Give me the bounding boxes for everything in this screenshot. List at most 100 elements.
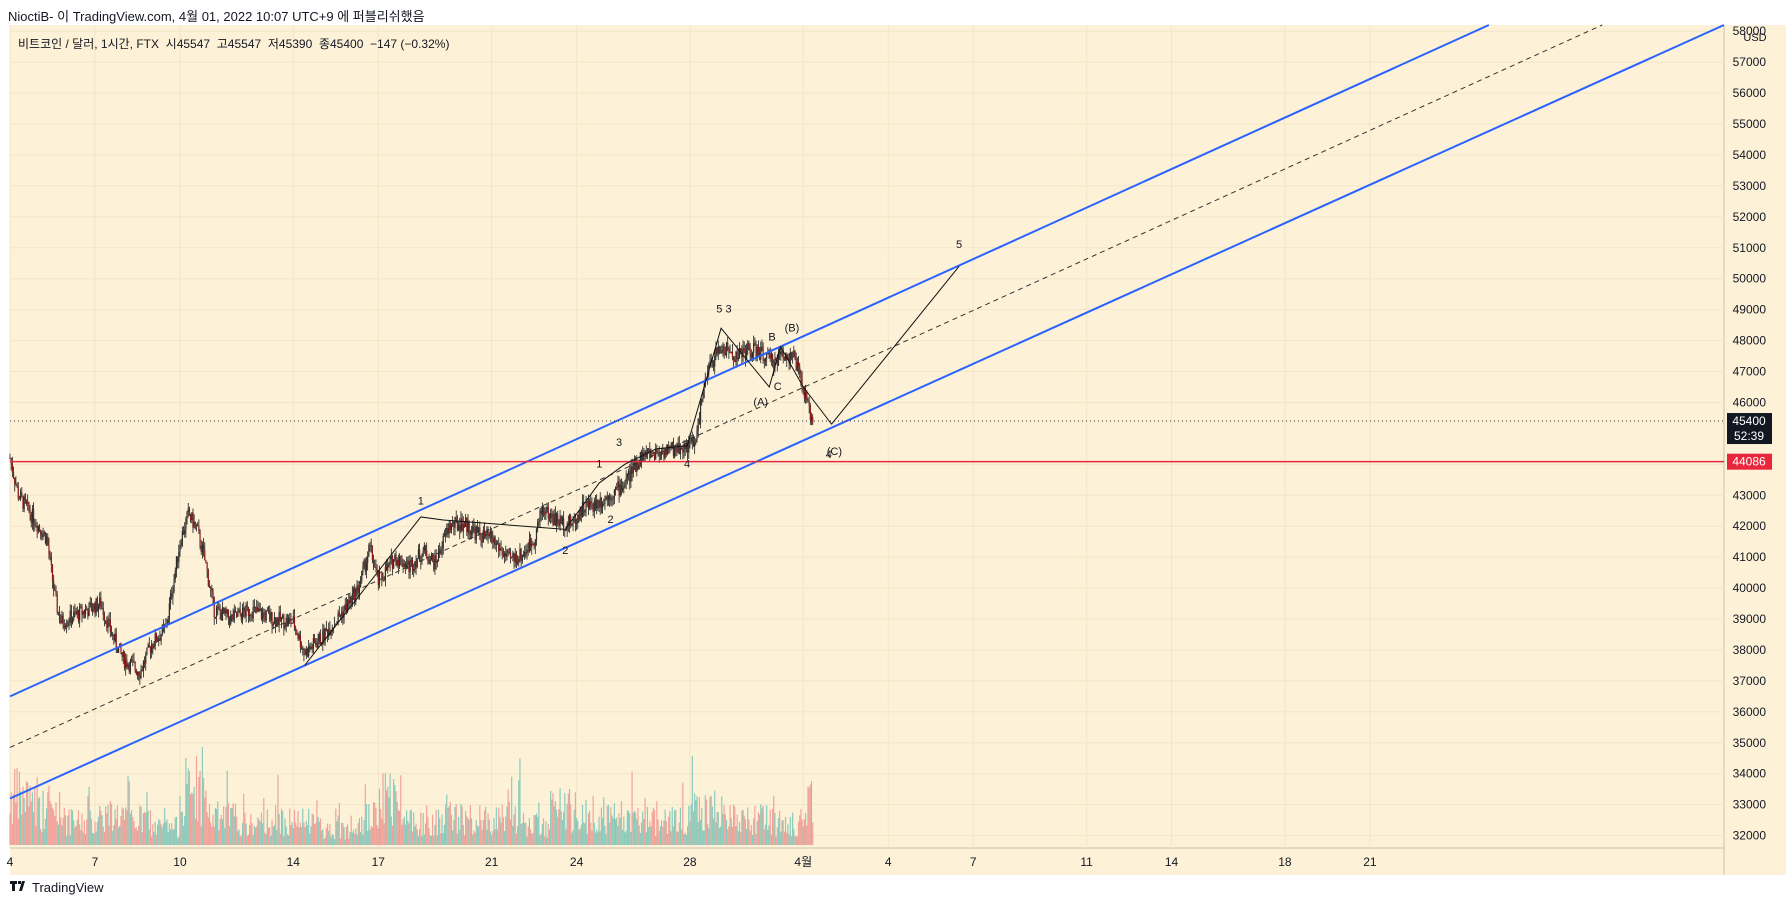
- candle-body: [233, 610, 235, 620]
- volume-bar: [476, 825, 479, 845]
- volume-bar: [704, 795, 706, 845]
- volume-bar: [326, 823, 329, 845]
- volume-bar: [361, 816, 363, 845]
- candle-body: [712, 361, 715, 367]
- volume-bar: [197, 820, 199, 845]
- volume-bar: [498, 807, 500, 845]
- candle-body: [187, 508, 189, 512]
- candle-body: [541, 506, 543, 515]
- candle-body: [318, 633, 320, 642]
- candle-body: [371, 546, 373, 560]
- candle-body: [764, 358, 767, 362]
- price-tick-label: 38000: [1733, 643, 1767, 657]
- candle-body: [642, 452, 644, 462]
- volume-bar: [472, 834, 474, 845]
- volume-bar: [211, 826, 213, 845]
- volume-bar: [603, 797, 605, 845]
- candle-body: [28, 501, 30, 511]
- volume-bar: [526, 836, 528, 845]
- volume-bar: [204, 797, 206, 845]
- candle-body: [750, 354, 752, 358]
- price-axis-background[interactable]: [1724, 25, 1786, 875]
- volume-bar: [642, 811, 644, 845]
- volume-bar: [188, 771, 191, 845]
- candle-body: [391, 556, 394, 569]
- volume-bar: [433, 835, 435, 845]
- volume-bar: [737, 831, 739, 845]
- candle-body: [283, 615, 285, 629]
- volume-bar: [741, 810, 743, 845]
- candle-body: [101, 608, 103, 609]
- volume-bar: [531, 833, 533, 845]
- candle-body: [260, 608, 263, 619]
- candle-body: [450, 523, 453, 531]
- plot-area[interactable]: [10, 25, 1724, 875]
- candle-body: [287, 617, 290, 625]
- wave-label: (B): [785, 322, 800, 334]
- candle-body: [491, 531, 493, 539]
- candle-body: [718, 346, 721, 353]
- volume-bar: [181, 811, 183, 845]
- volume-bar: [723, 805, 725, 845]
- candle-body: [76, 610, 78, 615]
- candle-body: [675, 447, 677, 451]
- legend-symbol[interactable]: 비트코인 / 달러, 1시간, FTX: [18, 37, 159, 51]
- volume-bar: [45, 808, 48, 845]
- volume-bar: [302, 808, 304, 845]
- candle-body: [223, 607, 225, 614]
- candle-body: [469, 533, 471, 535]
- volume-bar: [779, 811, 781, 845]
- volume-bar: [75, 825, 77, 845]
- volume-bar: [79, 824, 81, 845]
- volume-bar: [69, 834, 71, 845]
- publish-info: NioctiB- 이 TradingView.com, 4월 01, 2022 …: [8, 9, 425, 24]
- wave-label: 5: [956, 239, 962, 251]
- volume-bar: [73, 820, 75, 845]
- candle-body: [571, 524, 573, 526]
- time-axis[interactable]: 4 7 10 14 17 21 24 28 4월 4 7 11 14 18 21: [7, 855, 1377, 869]
- volume-bar: [689, 821, 691, 845]
- candle-body: [442, 535, 444, 549]
- legend-high: 고45547: [216, 37, 262, 51]
- volume-bar: [126, 810, 128, 845]
- candle-body: [737, 357, 739, 360]
- volume-bar: [198, 776, 200, 845]
- volume-bar: [790, 836, 793, 845]
- brand-name[interactable]: TradingView: [32, 880, 104, 895]
- candle-body: [313, 638, 316, 643]
- candle-body: [151, 644, 153, 653]
- volume-bar: [705, 799, 708, 845]
- candle-body: [364, 559, 366, 572]
- volume-bar: [707, 823, 709, 845]
- drawing-overlays: [9, 24, 1725, 800]
- volume-bar: [311, 813, 313, 845]
- volume-bar: [230, 807, 232, 845]
- volume-bar: [329, 824, 331, 845]
- volume-bar: [84, 834, 87, 845]
- volume-bar: [22, 786, 24, 845]
- volume-bar: [228, 826, 231, 845]
- volume-bar: [184, 816, 186, 845]
- price-axis[interactable]: USD 32000 33000 34000 35000 36000 37000 38000 39…: [1727, 24, 1772, 843]
- candle-body: [198, 526, 200, 531]
- volume-bar: [455, 804, 457, 845]
- candle-body: [148, 644, 150, 647]
- volume-bar: [428, 828, 430, 845]
- candle-body: [480, 534, 482, 541]
- volume-bar: [66, 836, 68, 845]
- volume-bar: [362, 834, 364, 845]
- tradingview-logo-icon[interactable]: [10, 880, 28, 895]
- candle-body: [728, 348, 730, 353]
- volume-bar: [103, 831, 106, 845]
- volume-bar: [516, 826, 519, 845]
- candle-body: [395, 555, 397, 566]
- volume-bar: [33, 812, 35, 845]
- volume-bar: [421, 836, 423, 845]
- candle-body: [681, 447, 683, 450]
- volume-bar: [245, 823, 247, 845]
- volume-bar: [601, 817, 604, 845]
- candle-body: [771, 354, 774, 361]
- volume-bar: [469, 805, 471, 845]
- candle-body: [352, 588, 355, 594]
